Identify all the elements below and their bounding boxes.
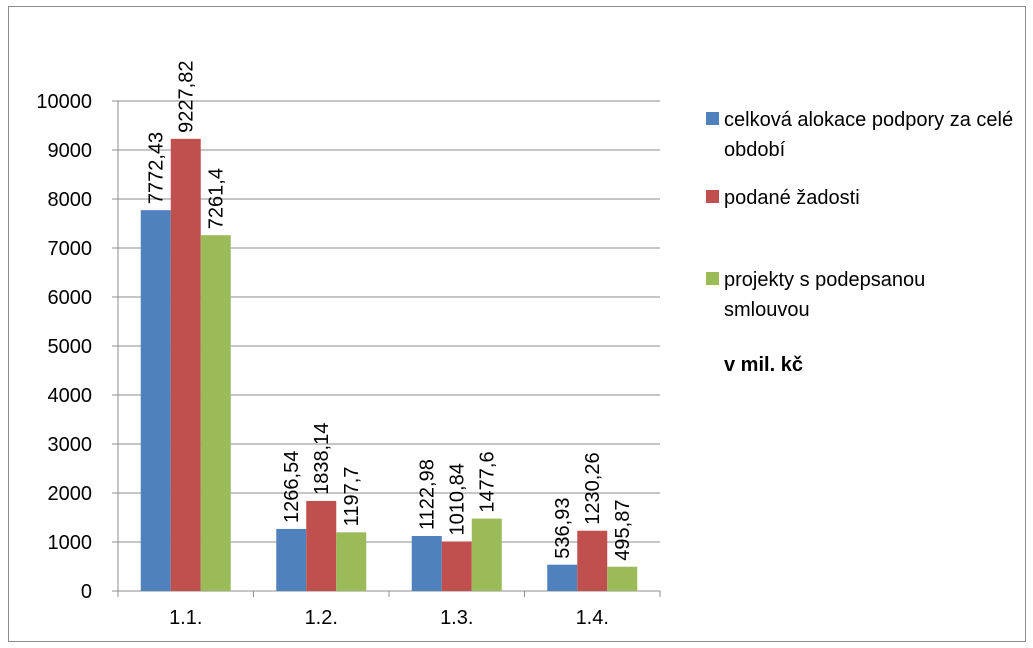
- bar: [140, 210, 171, 591]
- bar: [471, 518, 502, 591]
- data-label: 1477,6: [477, 451, 499, 512]
- y-tick-label: 3000: [48, 434, 93, 456]
- data-label: 1010,84: [447, 463, 469, 535]
- y-tick-label: 4000: [48, 385, 93, 407]
- y-axis: 0 1000 2000 3000 4000 5000 6000 7000 8000 9000 100…: [36, 91, 119, 603]
- bar: [276, 528, 307, 591]
- unit-note: v mil. kč: [724, 354, 803, 376]
- x-tick-label: 1.1.: [169, 607, 202, 629]
- bar: [547, 564, 578, 591]
- bar: [200, 235, 231, 591]
- legend-item-contracts: projekty s podepsanou smlouvou: [706, 265, 964, 325]
- x-tick-label: 1.4.: [576, 607, 609, 629]
- y-tick-label: 10000: [36, 91, 92, 113]
- bars: [140, 138, 638, 591]
- data-label: 1266,54: [281, 451, 303, 523]
- y-tick-label: 6000: [48, 287, 93, 309]
- bar: [170, 138, 201, 591]
- x-tick-label: 1.3.: [440, 607, 473, 629]
- x-tick-label: 1.2.: [305, 607, 338, 629]
- data-label: 9227,82: [176, 61, 198, 133]
- legend-label-contracts: projekty s podepsanou smlouvou: [724, 269, 926, 321]
- y-tick-label: 9000: [48, 140, 93, 162]
- bar: [607, 566, 638, 591]
- bar: [577, 530, 608, 591]
- bar: [441, 541, 472, 591]
- data-label: 1230,26: [582, 452, 604, 524]
- data-label: 1122,98: [417, 459, 439, 530]
- legend-item-allocation: celková alokace podpory za celé období: [706, 105, 1024, 165]
- y-tick-label: 7000: [48, 238, 93, 260]
- legend-swatch-allocation: [706, 112, 719, 125]
- legend-label-allocation: celková alokace podpory za celé období: [724, 109, 1014, 161]
- bar: [336, 532, 367, 591]
- legend-item-applications: podané žadosti: [706, 183, 1024, 213]
- data-label: 495,87: [612, 500, 634, 561]
- data-label: 536,93: [552, 498, 574, 559]
- data-label: 7772,43: [146, 132, 168, 204]
- data-label: 7261,4: [206, 168, 228, 229]
- legend-swatch-applications: [706, 190, 719, 203]
- data-label: 1197,7: [341, 467, 363, 527]
- y-tick-label: 1000: [48, 532, 93, 554]
- bar: [306, 500, 337, 591]
- y-tick-label: 8000: [48, 189, 93, 211]
- bar: [411, 535, 442, 591]
- legend-label-applications: podané žadosti: [724, 187, 860, 209]
- data-label: 1838,14: [311, 423, 333, 495]
- y-tick-label: 5000: [48, 336, 93, 358]
- legend-swatch-contracts: [706, 272, 719, 285]
- data-labels: 7772,43 9227,82 7261,4 1266,54 1838,14 1197,7…: [146, 61, 635, 561]
- y-tick-label: 0: [81, 581, 92, 603]
- y-tick-label: 2000: [48, 483, 93, 505]
